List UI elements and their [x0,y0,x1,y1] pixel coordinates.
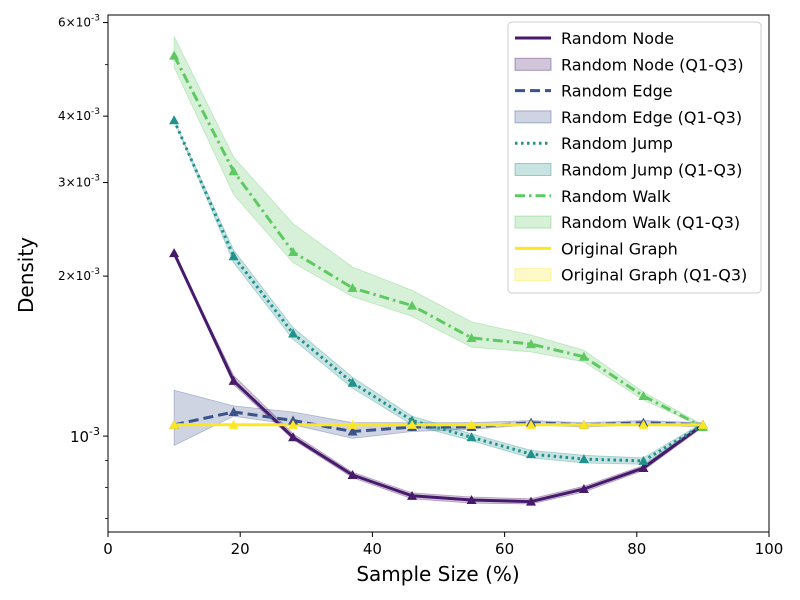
series-line-random-walk [172,54,704,429]
data-point-original-graph [578,419,589,429]
plot-frame [107,14,770,533]
legend-label: Random Jump [561,134,673,153]
data-point-original-graph [638,419,649,429]
data-point-original-graph [288,419,299,429]
legend-label: Random Node (Q1-Q3) [561,55,744,74]
data-point-original-graph [466,419,477,429]
y-axis: 10-3 2×10-3 3×10-3 4×10-3 6×10-3 [58,14,108,519]
data-point-original-graph [169,419,180,429]
x-tick-label: 40 [363,540,382,558]
data-point-random-walk [526,339,537,349]
legend-label: Random Jump (Q1-Q3) [561,161,742,180]
legend-label: Random Edge [561,82,673,101]
series-markers [169,50,708,506]
data-point-original-graph [407,419,418,429]
legend-label: Random Edge (Q1-Q3) [561,108,742,127]
data-point-random-walk [228,166,239,176]
data-point-random-jump [228,251,239,261]
data-point-random-node [526,496,537,506]
legend-label: Original Graph [561,239,678,258]
data-point-original-graph [228,419,239,429]
series-line-random-jump [172,119,704,463]
data-point-random-jump [466,432,477,442]
legend-label: Random Walk [561,187,671,206]
data-point-random-edge [347,426,358,436]
x-axis: 0 20 40 60 80 100 [103,532,783,558]
data-point-original-graph [347,419,358,429]
data-point-random-node [288,432,299,442]
series-line-random-node [172,252,704,504]
data-point-random-walk [466,332,477,342]
legend-swatch-band-random-walk [514,215,552,229]
legend-swatch-band-random-edge [514,110,552,124]
data-point-random-walk [407,300,418,310]
data-point-random-edge [228,407,239,417]
legend-label: Random Walk (Q1-Q3) [561,213,740,232]
y-tick-label: 2×10-3 [58,267,100,283]
y-tick-label: 4×10-3 [58,107,100,123]
y-tick-label: 6×10-3 [58,14,100,30]
data-point-random-jump [169,115,180,125]
data-point-random-node [407,490,418,500]
data-point-random-jump [526,449,537,459]
data-point-random-node [638,462,649,472]
y-axis-label: Density [14,237,38,313]
x-axis-label: Sample Size (%) [356,562,519,586]
x-tick-label: 60 [495,540,514,558]
series-lines [172,54,704,504]
data-point-random-jump [288,328,299,338]
data-point-random-node [347,469,358,479]
data-point-random-walk [288,247,299,257]
data-point-random-node [578,484,589,494]
x-tick-label: 20 [231,540,250,558]
legend-box [507,21,762,294]
legend-swatch-band-original-graph [514,268,552,282]
data-point-random-node [169,248,180,258]
data-point-random-walk [578,351,589,361]
data-point-random-node [466,495,477,505]
data-point-random-walk [638,390,649,400]
data-point-random-jump [347,377,358,387]
data-point-random-walk [169,50,180,60]
legend-label: Original Graph (Q1-Q3) [561,266,747,285]
y-tick-label: 3×10-3 [58,174,100,190]
legend-swatch-band-random-jump [514,163,552,176]
data-point-random-jump [638,455,649,465]
data-point-random-jump [578,454,589,464]
data-point-random-node [228,375,239,385]
legend-label: Random Node [561,29,674,48]
x-tick-label: 80 [627,540,646,558]
data-point-original-graph [697,419,708,429]
data-point-random-walk [347,282,358,292]
x-tick-label: 0 [103,540,113,558]
legend: Random Node Random Node (Q1-Q3) Random Edg… [507,21,762,294]
y-tick-label: 10-3 [70,425,100,446]
legend-swatch-band-random-node [514,57,552,71]
data-point-original-graph [526,419,537,429]
x-tick-label: 100 [755,540,784,558]
